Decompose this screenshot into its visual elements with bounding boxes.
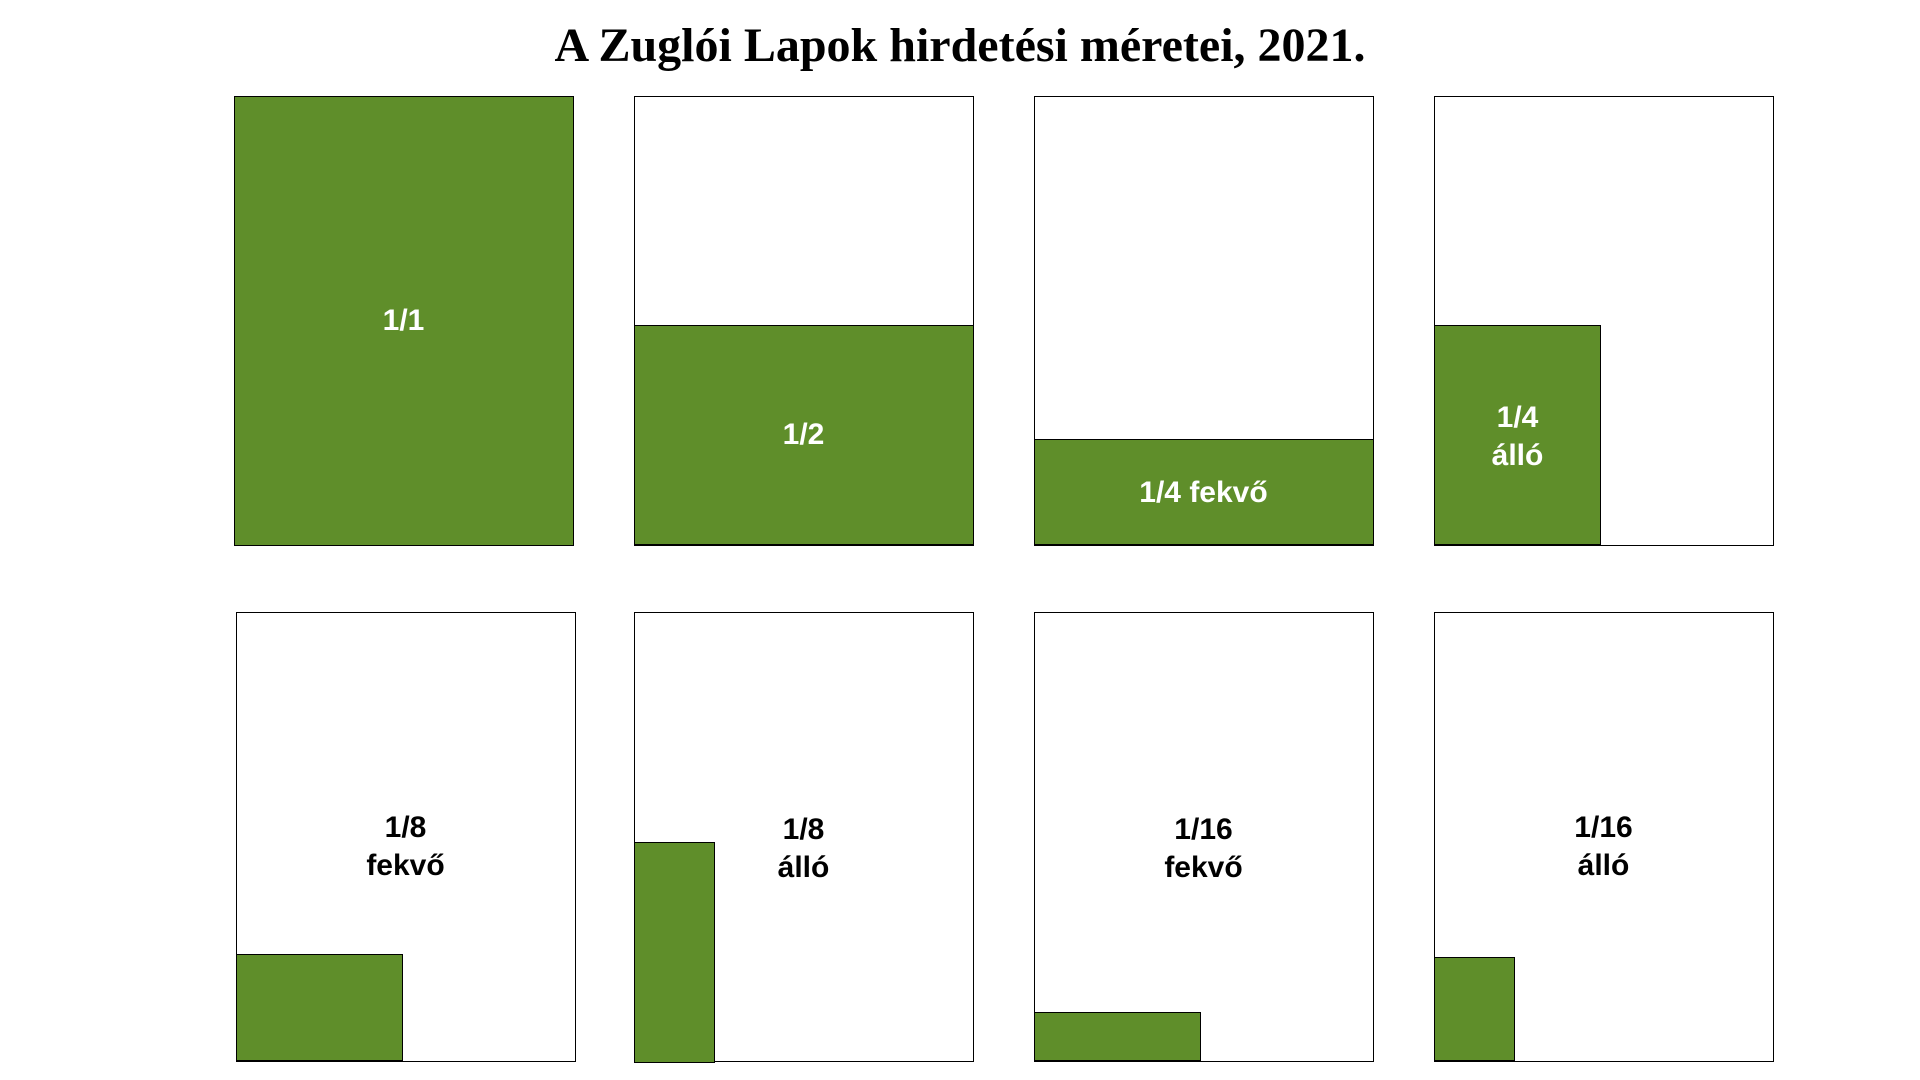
ad-label-1-16-fekvo: 1/16 fekvő [1035, 811, 1372, 887]
ad-label-line: 1/1 [382, 304, 425, 337]
page-panel-1-1: 1/1 [233, 95, 574, 546]
ad-label-1-2: 1/2 [635, 416, 972, 454]
ad-label-1-1: 1/1 [235, 302, 572, 340]
ad-label-line: 1/4 fekvő [1139, 476, 1268, 509]
ad-label-1-4-fekvo: 1/4 fekvő [1035, 474, 1372, 512]
ad-label-1-8-fekvo: 1/8 fekvő [237, 809, 574, 885]
ad-area-1-8-fekvo [235, 954, 403, 1061]
ad-label-1-8-allo: 1/8 álló [635, 811, 972, 887]
page-panel-1-4-allo: 1/4 álló [1433, 96, 1774, 546]
ad-label-line: 1/8 [384, 811, 427, 844]
ad-area-1-2 [633, 325, 974, 545]
ad-area-1-4-fekvo [1033, 439, 1374, 545]
ad-label-line: 1/16 [1574, 811, 1633, 844]
page-panel-1-2: 1/2 [633, 96, 974, 546]
ad-label-line: 1/4 [1496, 401, 1539, 434]
ad-label-line: 1/16 [1174, 813, 1233, 846]
page-panel-1-8-fekvo: 1/8 fekvő [235, 612, 576, 1062]
page-panel-1-16-fekvo: 1/16 fekvő [1033, 612, 1374, 1062]
ad-label-line: álló [777, 851, 830, 884]
ad-label-line: álló [1491, 439, 1544, 472]
ad-area-1-4-allo [1433, 325, 1601, 545]
page-panel-1-16-allo: 1/16 álló [1433, 612, 1774, 1062]
ad-label-line: álló [1577, 849, 1630, 882]
ad-label-line: 1/2 [782, 418, 825, 451]
ad-label-line: 1/8 [782, 813, 825, 846]
diagram-title: A Zuglói Lapok hirdetési méretei, 2021. [554, 19, 1366, 72]
ad-area-1-1 [233, 95, 574, 546]
ad-label-line: fekvő [1164, 851, 1243, 884]
ad-label-1-16-allo: 1/16 álló [1435, 809, 1772, 885]
ad-area-1-16-allo [1433, 957, 1515, 1061]
page-panel-1-8-allo: 1/8 álló [633, 612, 974, 1063]
page-panel-1-4-fekvo: 1/4 fekvő [1033, 96, 1374, 546]
ad-area-1-16-fekvo [1033, 1012, 1201, 1061]
ad-area-1-8-allo [633, 842, 715, 1063]
ad-label-line: fekvő [366, 849, 445, 882]
ad-label-1-4-allo: 1/4 álló [1435, 399, 1600, 475]
